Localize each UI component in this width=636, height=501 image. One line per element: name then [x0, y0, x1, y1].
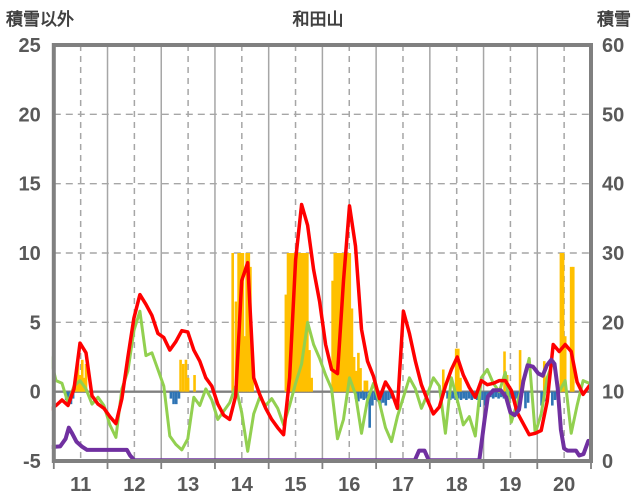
purple-snow-line [51, 357, 591, 463]
svg-text:19: 19 [499, 474, 521, 496]
right-axis-title: 積雪 [597, 10, 631, 29]
left-axis-tick-labels: 25 20 15 10 5 0 -5 [19, 35, 41, 473]
svg-text:20: 20 [602, 312, 624, 334]
left-axis-title: 積雪以外 [6, 10, 74, 29]
x-axis-tick-labels: 11 12 13 14 15 16 17 18 19 20 [70, 474, 575, 496]
red-line [51, 202, 591, 437]
x-tick-marks [52, 463, 592, 469]
svg-text:12: 12 [123, 474, 145, 496]
svg-text:11: 11 [70, 474, 91, 496]
svg-text:20: 20 [553, 474, 575, 496]
svg-text:60: 60 [602, 35, 624, 57]
svg-text:15: 15 [19, 174, 41, 196]
svg-text:10: 10 [19, 243, 41, 265]
svg-text:13: 13 [177, 474, 199, 496]
svg-text:40: 40 [602, 174, 624, 196]
plot-border [51, 43, 594, 463]
svg-text:30: 30 [602, 243, 624, 265]
svg-text:18: 18 [446, 474, 468, 496]
svg-text:15: 15 [284, 474, 306, 496]
svg-text:0: 0 [30, 382, 41, 404]
svg-text:17: 17 [392, 474, 414, 496]
svg-text:14: 14 [231, 474, 254, 496]
svg-text:20: 20 [19, 104, 41, 126]
svg-text:50: 50 [602, 104, 624, 126]
chart-title: 和田山 [292, 10, 344, 29]
svg-text:16: 16 [338, 474, 360, 496]
series-group [51, 202, 591, 463]
svg-text:-5: -5 [23, 451, 41, 473]
svg-text:25: 25 [19, 35, 41, 57]
svg-text:10: 10 [602, 382, 624, 404]
svg-text:5: 5 [30, 312, 41, 334]
svg-text:0: 0 [602, 451, 613, 473]
right-axis-tick-labels: 60 50 40 30 20 10 0 [602, 35, 624, 473]
